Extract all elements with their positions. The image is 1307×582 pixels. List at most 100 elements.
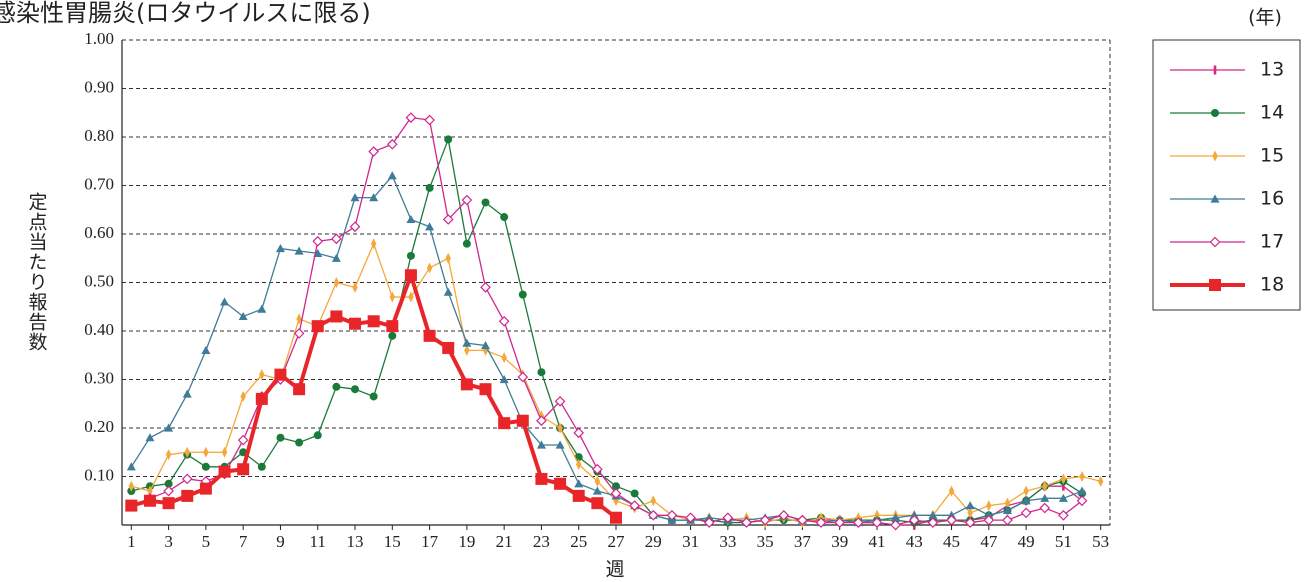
- data-point: [426, 262, 433, 274]
- data-point: [275, 244, 285, 253]
- data-point: [145, 433, 155, 442]
- data-point: [499, 375, 509, 384]
- data-point: [406, 251, 415, 260]
- data-point: [203, 446, 209, 458]
- data-point: [386, 138, 398, 150]
- data-point: [425, 183, 434, 192]
- x-axis-label: 週: [605, 559, 624, 581]
- data-point: [352, 281, 358, 293]
- data-point: [369, 392, 378, 401]
- legend-box: [1152, 39, 1301, 311]
- data-point: [221, 446, 228, 458]
- data-point: [650, 495, 656, 507]
- x-tick-label: 19: [458, 532, 475, 551]
- data-point: [891, 513, 901, 522]
- data-point: [1040, 493, 1050, 502]
- data-point: [293, 383, 306, 396]
- x-tick-label: 35: [757, 532, 774, 551]
- y-tick-label: 1.00: [84, 29, 114, 48]
- data-point: [946, 514, 957, 526]
- legend-label: 15: [1260, 145, 1284, 167]
- data-point: [181, 489, 194, 502]
- data-point: [592, 486, 602, 495]
- data-point: [536, 440, 546, 449]
- data-point: [572, 489, 585, 502]
- x-tick-label: 51: [1055, 532, 1072, 551]
- data-point: [201, 345, 211, 354]
- x-tick-label: 13: [347, 532, 364, 551]
- legend-marker: [1209, 236, 1221, 248]
- data-point: [741, 517, 752, 528]
- y-tick-label: 0.40: [84, 320, 114, 339]
- data-point: [1062, 481, 1065, 491]
- data-point: [406, 214, 416, 224]
- x-tick-label: 45: [943, 532, 960, 551]
- data-point: [967, 507, 973, 519]
- x-tick-label: 1: [127, 532, 136, 551]
- y-tick-label: 0.10: [84, 465, 114, 484]
- data-point: [778, 509, 790, 521]
- x-tick-label: 5: [202, 532, 211, 551]
- y-tick-label: 0.30: [84, 368, 114, 387]
- y-tick-label: 0.90: [84, 77, 114, 96]
- data-point: [815, 517, 827, 528]
- x-tick-label: 31: [682, 532, 699, 551]
- data-point: [404, 269, 417, 282]
- x-tick-label: 25: [570, 532, 587, 551]
- data-point: [311, 320, 324, 333]
- data-point: [928, 510, 938, 519]
- legend-marker: [1209, 279, 1221, 291]
- data-point: [948, 485, 955, 497]
- data-point: [983, 514, 995, 526]
- data-point: [573, 427, 585, 439]
- data-point: [461, 194, 473, 206]
- data-point: [408, 291, 414, 303]
- data-point: [237, 434, 249, 446]
- data-point: [240, 390, 246, 402]
- data-point: [389, 291, 396, 303]
- x-tick-label: 3: [164, 532, 173, 551]
- data-point: [501, 352, 507, 364]
- data-point: [612, 482, 620, 491]
- data-point: [350, 193, 360, 202]
- data-point: [330, 310, 343, 323]
- data-point: [1020, 507, 1032, 519]
- data-point: [387, 171, 397, 180]
- y-tick-label: 0.20: [84, 417, 114, 436]
- legend-title: (年): [1248, 7, 1282, 29]
- data-point: [759, 514, 771, 526]
- x-tick-label: 15: [384, 532, 401, 551]
- data-point: [479, 383, 492, 396]
- data-point: [871, 517, 883, 528]
- data-point: [331, 253, 341, 262]
- data-point: [535, 472, 548, 485]
- data-point: [1058, 509, 1069, 521]
- legend-label: 17: [1260, 231, 1284, 253]
- x-tick-label: 37: [794, 532, 812, 551]
- data-point: [852, 517, 864, 528]
- data-point: [908, 514, 920, 526]
- data-point: [199, 482, 212, 495]
- data-point: [964, 517, 976, 528]
- data-point: [703, 517, 715, 528]
- data-point: [295, 438, 304, 447]
- data-point: [890, 519, 901, 531]
- legend-label: 16: [1260, 188, 1284, 210]
- data-point: [1042, 480, 1048, 492]
- data-point: [162, 497, 175, 510]
- data-point: [647, 509, 659, 521]
- data-point: [351, 385, 360, 394]
- data-point: [460, 378, 473, 391]
- data-point: [147, 485, 153, 497]
- x-tick-label: 29: [645, 532, 662, 551]
- x-tick-label: 27: [608, 532, 626, 551]
- data-point: [164, 423, 174, 432]
- legend-marker: [1212, 150, 1218, 162]
- data-point: [536, 415, 547, 427]
- data-point: [165, 449, 172, 461]
- data-point: [370, 238, 377, 250]
- data-point: [610, 488, 622, 499]
- data-point: [349, 221, 361, 233]
- data-point: [331, 233, 342, 245]
